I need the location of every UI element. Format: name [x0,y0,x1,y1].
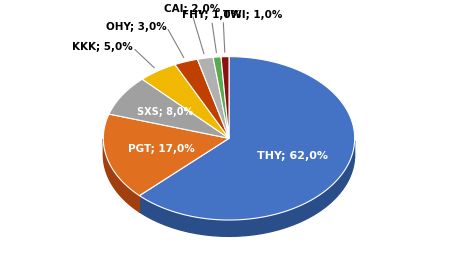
Polygon shape [139,141,354,236]
Text: TWI; 1,0%: TWI; 1,0% [223,10,283,20]
Polygon shape [213,57,229,138]
Polygon shape [221,57,229,138]
Text: KKK; 5,0%: KKK; 5,0% [72,43,133,53]
Polygon shape [104,139,139,212]
Polygon shape [142,65,229,138]
Text: SXS; 8,0%: SXS; 8,0% [137,108,193,117]
Polygon shape [109,79,229,138]
Polygon shape [104,114,229,196]
Polygon shape [175,59,229,138]
Text: CAI; 2,0%: CAI; 2,0% [164,4,220,14]
Text: FHY; 1,0%: FHY; 1,0% [182,10,241,20]
Text: THY; 62,0%: THY; 62,0% [257,151,328,161]
Text: PGT; 17,0%: PGT; 17,0% [128,144,195,154]
Text: OHY; 3,0%: OHY; 3,0% [106,22,167,32]
Polygon shape [139,57,354,220]
Polygon shape [197,57,229,138]
